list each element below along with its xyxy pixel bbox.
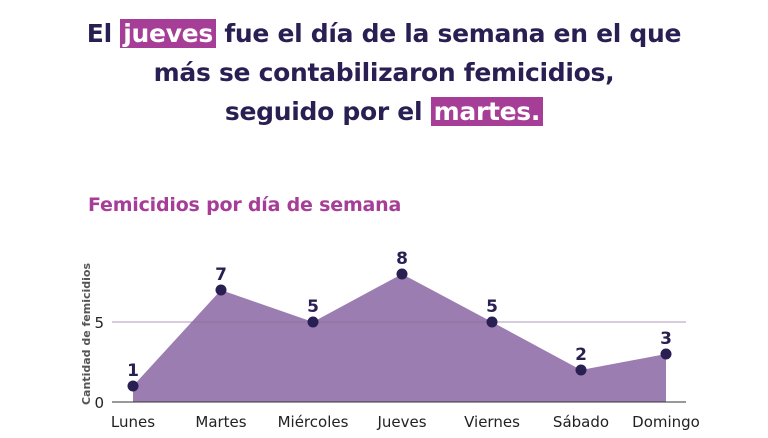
x-tick-label: Sábado [553,413,609,431]
y-axis-label: Cantidad de femicidios [80,263,93,405]
x-tick-label: Domingo [632,413,700,431]
data-label: 7 [215,265,227,285]
data-label: 5 [486,297,498,317]
data-point [215,284,227,296]
headline-line-1: El jueves fue el día de la semana en el … [0,14,768,53]
x-tick-label: Viernes [464,413,520,431]
data-point [486,316,498,328]
headline-line-1-pre: El [86,19,112,48]
y-tick-label: 5 [94,314,104,332]
data-point [575,364,587,376]
data-label: 1 [127,361,139,381]
data-point [127,380,139,392]
data-point [307,316,319,328]
headline: El jueves fue el día de la semana en el … [0,14,768,131]
data-label: 3 [660,329,672,349]
data-point [396,268,408,280]
y-tick-label: 0 [94,394,104,412]
highlight-jueves: jueves [120,19,216,48]
x-tick-label: Jueves [376,413,426,431]
area-series [133,274,666,402]
highlight-martes: martes. [430,97,544,126]
data-label: 8 [396,249,408,269]
headline-line-3: seguido por el martes. [0,92,768,131]
x-tick-label: Lunes [111,413,155,431]
data-label: 2 [575,345,587,365]
x-tick-label: Miércoles [278,413,349,431]
chart-title: Femicidios por día de semana [88,194,402,216]
x-tick-label: Martes [195,413,246,431]
data-label: 5 [307,297,319,317]
headline-line-3-pre: seguido por el [224,97,423,126]
data-point [660,348,672,360]
headline-line-1-post: fue el día de la semana en el que [215,19,682,48]
headline-line-2: más se contabilizaron femicidios, [153,58,615,87]
